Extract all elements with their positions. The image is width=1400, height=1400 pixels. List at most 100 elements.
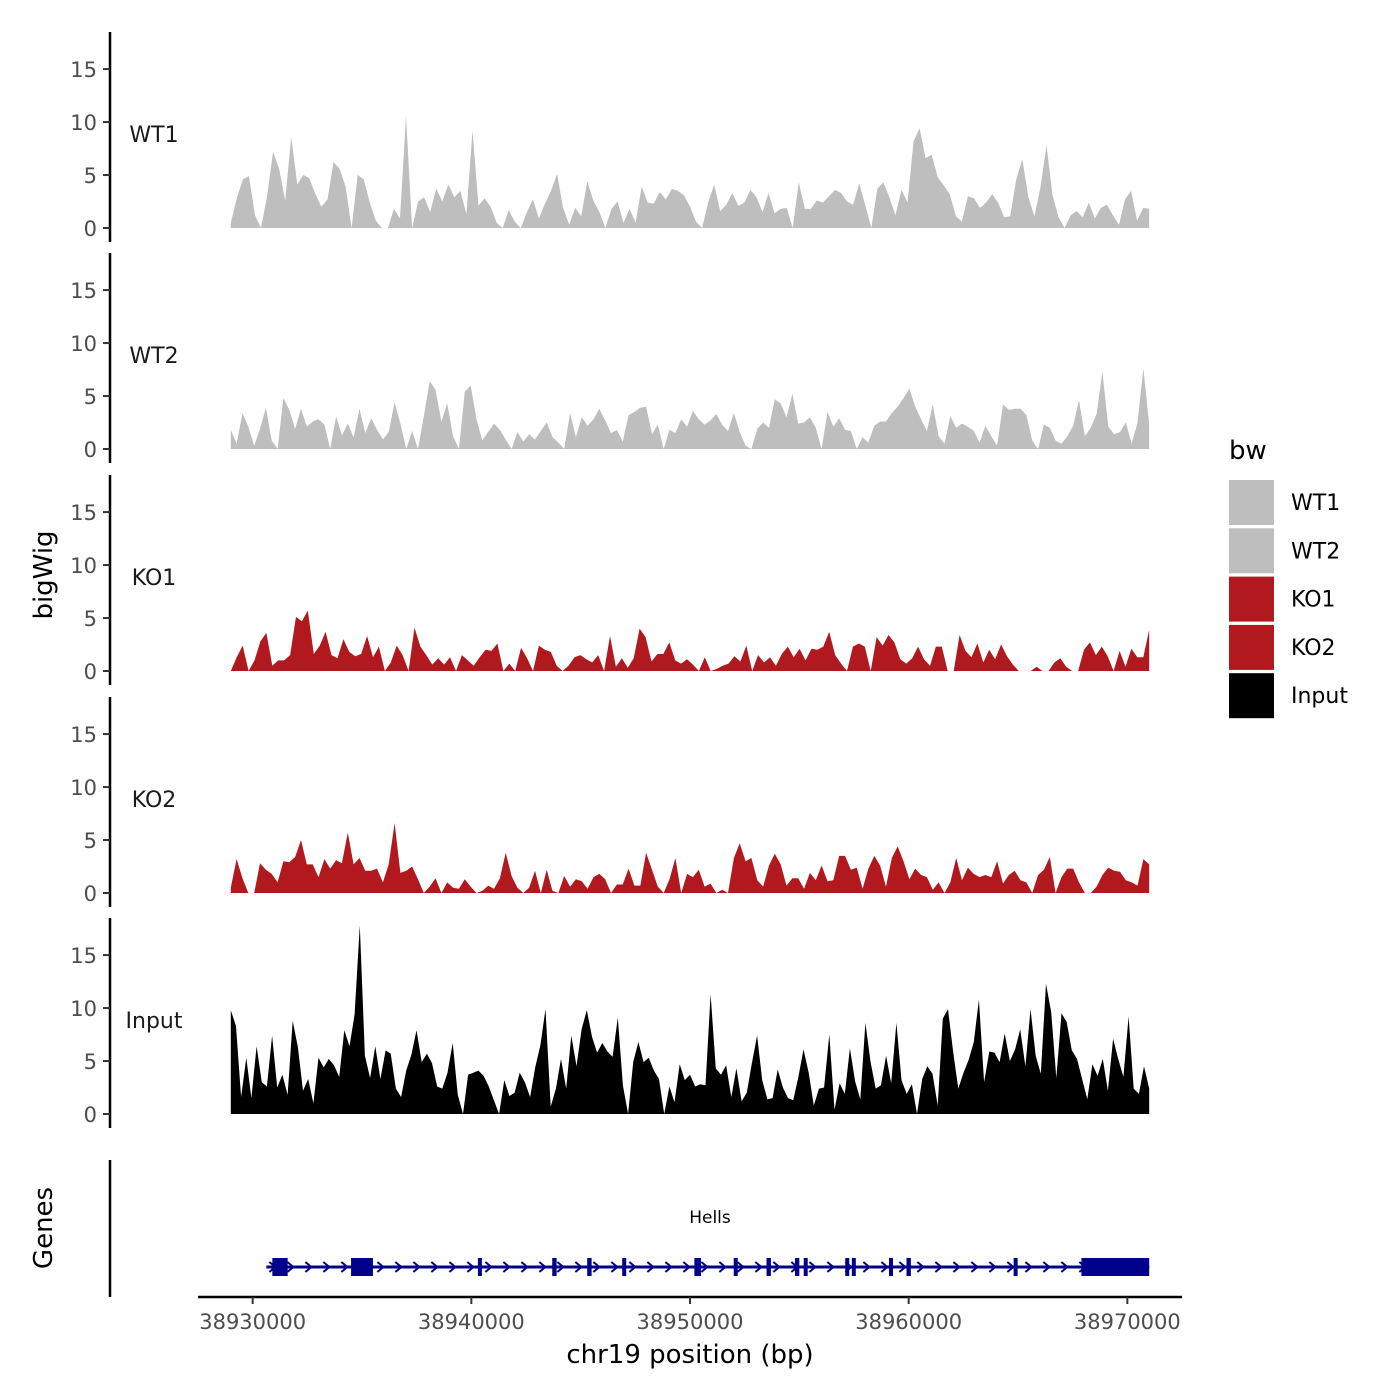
strand-arrow [970, 1261, 979, 1273]
area-ko2 [230, 823, 1150, 893]
strand-arrow [808, 1261, 817, 1273]
track-input: 0 5 10 15 Input [70, 918, 1150, 1128]
y-tick-label: 0 [84, 660, 97, 684]
gene-exon [803, 1258, 808, 1276]
x-axis: 38930000 38940000 38950000 38960000 38970000… [198, 1295, 1182, 1370]
gene-exon [888, 1258, 893, 1276]
track-label-ko2: KO2 [132, 788, 177, 813]
legend-label: Input [1291, 684, 1348, 709]
gene-label: Hells [689, 1208, 731, 1228]
strand-arrow [952, 1261, 961, 1273]
strand-arrow [988, 1261, 997, 1273]
y-tick-label: 5 [84, 607, 97, 631]
x-ticks: 38930000 38940000 38950000 38960000 38970000 [199, 1297, 1181, 1334]
legend-swatch [1229, 624, 1274, 670]
gene-exon [622, 1258, 627, 1276]
gene-exon [694, 1258, 701, 1276]
strand-arrow [1060, 1261, 1069, 1273]
y-tick-label: 15 [70, 58, 97, 82]
strand-arrow [322, 1261, 331, 1273]
strand-arrow [610, 1261, 619, 1273]
strand-arrow [646, 1261, 655, 1273]
strand-arrow [1024, 1261, 1033, 1273]
strand-arrow [286, 1261, 295, 1273]
gene-exon [477, 1258, 482, 1276]
y-tick-label: 0 [84, 438, 97, 462]
track-wt1: 0 5 10 15 WT1 [70, 32, 1150, 242]
genes-track: Genes Hells [29, 1160, 1150, 1297]
gene-exon [851, 1258, 856, 1276]
strand-arrow [664, 1261, 673, 1273]
strand-arrow [700, 1261, 709, 1273]
legend-label: WT2 [1291, 539, 1340, 564]
legend-swatch [1229, 673, 1274, 719]
strand-arrow [826, 1261, 835, 1273]
area-wt1 [230, 115, 1150, 228]
y-tick-label: 15 [70, 944, 97, 968]
strand-arrow [1006, 1261, 1015, 1273]
track-panels: 0 5 10 15 WT1 0 5 10 15 WT2 0 5 10 15 KO1 0 5 10 15 KO2 0 5 10… [70, 32, 1150, 1128]
strand-arrow [502, 1261, 511, 1273]
gene-exon [766, 1258, 771, 1276]
x-tick-label: 38970000 [1074, 1310, 1181, 1334]
strand-arrow [430, 1261, 439, 1273]
legend-item-ko1: KO1 [1229, 576, 1336, 622]
track-label-wt2: WT2 [129, 344, 178, 369]
y-tick-label: 5 [84, 1050, 97, 1074]
y-tick-label: 5 [84, 385, 97, 409]
strand-arrow [880, 1261, 889, 1273]
gene-exon [906, 1258, 911, 1276]
area-wt2 [230, 368, 1150, 449]
legend-item-input: Input [1229, 673, 1348, 719]
y-tick-label: 15 [70, 501, 97, 525]
gene-exon [733, 1258, 738, 1276]
legend-items: WT1 WT2 KO1 KO2 Input [1229, 480, 1348, 719]
gene-model [266, 1258, 1150, 1276]
x-axis-title: chr19 position (bp) [566, 1340, 813, 1370]
strand-arrow [466, 1261, 475, 1273]
strand-arrow [934, 1261, 943, 1273]
genes-track-title: Genes [29, 1187, 59, 1269]
y-tick-label: 10 [70, 111, 97, 135]
strand-arrow [718, 1261, 727, 1273]
strand-arrow [556, 1261, 565, 1273]
legend-item-wt2: WT2 [1229, 528, 1340, 574]
gene-exon [272, 1258, 288, 1276]
y-tick-label: 10 [70, 554, 97, 578]
x-tick-label: 38940000 [418, 1310, 525, 1334]
legend-swatch [1229, 528, 1274, 574]
y-tick-label: 15 [70, 723, 97, 747]
x-tick-label: 38930000 [199, 1310, 306, 1334]
gene-exon [351, 1258, 373, 1276]
strand-arrow [304, 1261, 313, 1273]
y-tick-label: 5 [84, 164, 97, 188]
y-tick-label: 5 [84, 829, 97, 853]
strand-arrow [520, 1261, 529, 1273]
track-ko1: 0 5 10 15 KO1 [70, 475, 1150, 685]
gene-exon [845, 1258, 850, 1276]
y-tick-label: 0 [84, 1103, 97, 1127]
y-tick-label: 10 [70, 997, 97, 1021]
gene-exon [587, 1258, 592, 1276]
strand-arrow [736, 1261, 745, 1273]
area-input [230, 925, 1150, 1114]
x-tick-label: 38960000 [855, 1310, 962, 1334]
strand-arrow [682, 1261, 691, 1273]
legend: bw WT1 WT2 KO1 KO2 Input [1229, 436, 1348, 719]
legend-label: WT1 [1291, 491, 1340, 516]
strand-arrow [394, 1261, 403, 1273]
legend-swatch [1229, 480, 1274, 525]
strand-arrow [340, 1261, 349, 1273]
legend-title: bw [1229, 436, 1267, 466]
area-ko1 [230, 610, 1150, 671]
gene-exon [1081, 1258, 1150, 1276]
strand-arrow [628, 1261, 637, 1273]
y-tick-label: 10 [70, 332, 97, 356]
gene-exon [794, 1258, 800, 1276]
gene-exon [1013, 1258, 1018, 1276]
gene-exon [552, 1258, 557, 1276]
y-tick-label: 0 [84, 882, 97, 906]
strand-arrow [484, 1261, 493, 1273]
strand-arrow [772, 1261, 781, 1273]
